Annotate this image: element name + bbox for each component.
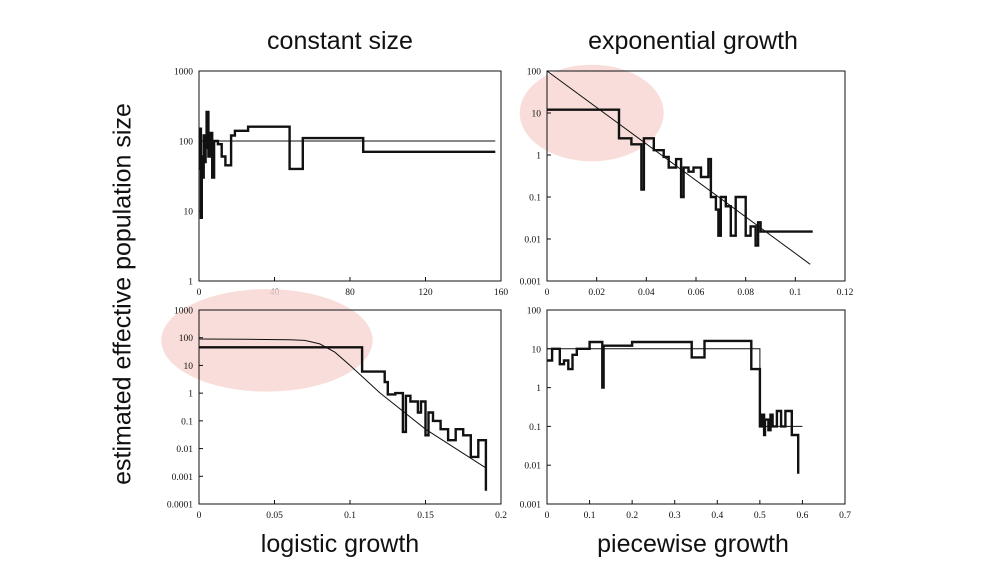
title-logistic-growth: logistic growth (260, 530, 420, 558)
x-tick-label: 0.1 (344, 511, 356, 521)
y-tick-label: 0.1 (529, 194, 541, 204)
title-exponential-growth: exponential growth (588, 27, 798, 55)
true-trajectory-line (546, 70, 811, 265)
x-tick-label: 0.4 (711, 511, 723, 521)
y-tick-label: 1 (188, 390, 193, 400)
x-tick-label: 0 (545, 511, 550, 521)
x-tick-label: 160 (494, 288, 509, 298)
y-tick-label: 0.1 (181, 417, 193, 427)
y-tick-label: 0.001 (520, 278, 542, 288)
estimated-trajectory-line (198, 110, 496, 219)
y-tick-label: 1000 (174, 68, 193, 78)
y-tick-label: 1 (536, 152, 541, 162)
x-tick-label: 0.1 (789, 288, 801, 298)
y-tick-label: 10 (532, 110, 542, 120)
x-tick-label: 0.15 (417, 511, 434, 521)
x-tick-label: 0.5 (754, 511, 766, 521)
x-tick-label: 0.6 (796, 511, 808, 521)
estimated-trajectory-line (199, 346, 488, 491)
x-tick-label: 0.1 (584, 511, 596, 521)
x-tick-label: 0.02 (588, 288, 605, 298)
y-tick-label: 0.01 (524, 462, 541, 472)
plot-constant: 040801201601101001000 (174, 68, 508, 299)
x-tick-label: 80 (345, 288, 355, 298)
plot-piecewise: 0 0.1 0.2 0.3 0.4 0.5 0.6 0.7 0.001 0.01 0.1 1 10 100 (520, 307, 852, 522)
x-tick-label: 0 (197, 288, 202, 298)
title-piecewise-growth: piecewise growth (597, 530, 789, 558)
x-tick-label: 0.3 (669, 511, 681, 521)
y-tick-label: 10 (184, 362, 194, 372)
y-tick-label: 100 (179, 138, 194, 148)
estimated-trajectory-line (547, 108, 813, 247)
y-tick-label: 10 (532, 345, 542, 355)
x-tick-label: 0.06 (688, 288, 705, 298)
x-tick-label: 0.04 (638, 288, 655, 298)
y-tick-label: 0.01 (524, 236, 541, 246)
y-tick-label: 0.001 (520, 501, 542, 511)
y-tick-label: 1000 (174, 307, 193, 317)
x-tick-label: 0.2 (626, 511, 638, 521)
y-tick-label: 0.0001 (167, 501, 193, 511)
y-tick-label: 100 (527, 307, 542, 317)
y-tick-label: 0.001 (172, 473, 194, 483)
x-tick-label: 0.05 (266, 511, 283, 521)
x-tick-label: 0 (545, 288, 550, 298)
x-tick-label: 0.7 (839, 511, 851, 521)
y-tick-label: 100 (179, 334, 194, 344)
x-tick-label: 0 (197, 511, 202, 521)
estimated-trajectory-line (547, 339, 800, 474)
x-tick-label: 120 (418, 288, 433, 298)
highlight-ellipse (161, 289, 373, 392)
y-tick-label: 100 (527, 68, 542, 78)
plot-frame (546, 309, 846, 505)
y-tick-label: 1 (188, 278, 193, 288)
x-tick-label: 0.12 (837, 288, 854, 298)
plot-logistic: 0 0.05 0.1 0.15 0.2 0.0001 0.001 0.01 0.1 1 10 100 1… (161, 289, 507, 521)
y-tick-label: 0.01 (176, 445, 193, 455)
x-tick-label: 0.08 (737, 288, 754, 298)
plot-frame (198, 70, 502, 282)
plot-exponential: 0 0.02 0.04 0.06 0.08 0.1 0.12 0.001 0.01 0.1 1 10 1… (520, 64, 854, 298)
y-tick-label: 10 (184, 208, 194, 218)
title-constant-size: constant size (267, 27, 413, 55)
x-tick-label: 0.2 (495, 511, 507, 521)
y-tick-label: 1 (536, 384, 541, 394)
y-tick-label: 0.1 (529, 423, 541, 433)
